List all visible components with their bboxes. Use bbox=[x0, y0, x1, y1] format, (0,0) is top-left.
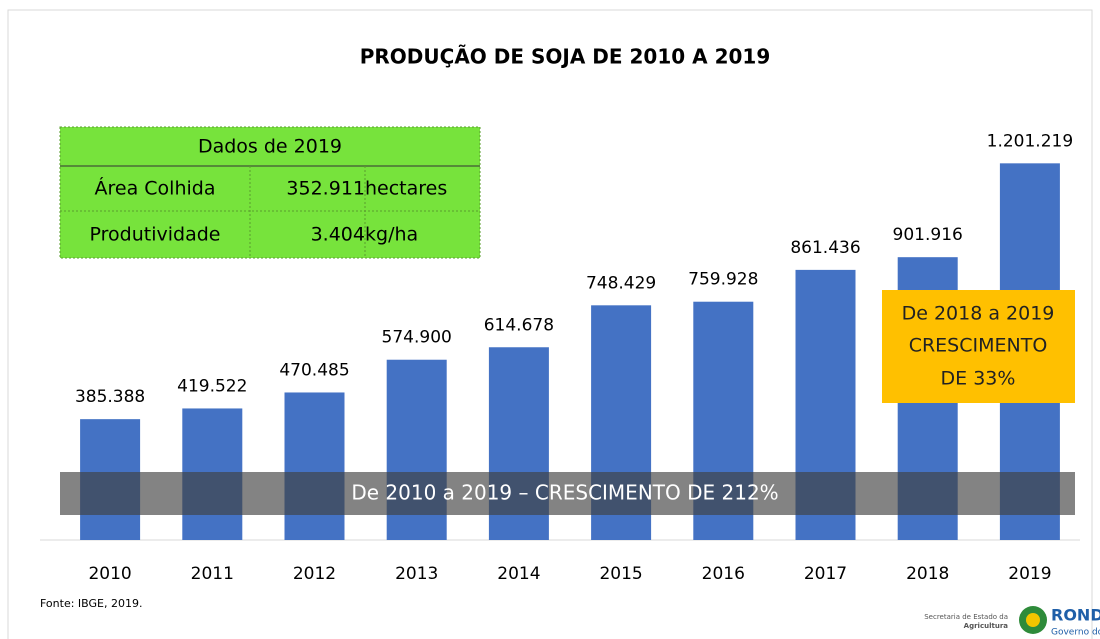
growth-band bbox=[60, 472, 1075, 515]
growth-box bbox=[882, 290, 1075, 403]
value-label: 748.429 bbox=[586, 273, 656, 293]
value-label: 1.201.219 bbox=[987, 131, 1074, 151]
table-cell: 352.911 bbox=[286, 178, 365, 200]
value-label: 759.928 bbox=[688, 270, 758, 290]
value-label: 419.522 bbox=[177, 376, 247, 396]
table-cell: kg/ha bbox=[365, 224, 418, 246]
x-tick-label: 2011 bbox=[191, 564, 234, 584]
x-tick-label: 2018 bbox=[906, 564, 949, 584]
growth-box-text: CRESCIMENTO bbox=[909, 335, 1048, 357]
growth-box-text: De 2018 a 2019 bbox=[902, 303, 1055, 325]
table-header: Dados de 2019 bbox=[198, 136, 342, 158]
logo: Secretaria de Estado da Agricultura ROND… bbox=[924, 606, 1100, 638]
bar bbox=[284, 392, 345, 540]
chart-title: PRODUÇÃO DE SOJA DE 2010 A 2019 bbox=[360, 45, 771, 69]
table-cell: Área Colhida bbox=[95, 177, 216, 200]
value-label: 861.436 bbox=[790, 238, 860, 258]
x-tick-label: 2014 bbox=[497, 564, 540, 584]
logo-agency: Secretaria de Estado da bbox=[924, 613, 1008, 621]
value-label: 574.900 bbox=[382, 328, 452, 348]
logo-state: RONDÔ bbox=[1051, 606, 1100, 625]
growth-band-text: De 2010 a 2019 – CRESCIMENTO DE 212% bbox=[351, 481, 778, 505]
info-table: Dados de 2019 Área Colhida 352.911 hecta… bbox=[59, 126, 481, 259]
x-tick-label: 2015 bbox=[599, 564, 642, 584]
x-tick-label: 2019 bbox=[1008, 564, 1051, 584]
x-tick-label: 2010 bbox=[88, 564, 131, 584]
table-cell: 3.404 bbox=[311, 224, 365, 246]
value-label: 470.485 bbox=[279, 360, 349, 380]
x-tick-label: 2016 bbox=[702, 564, 745, 584]
growth-box-text: DE 33% bbox=[941, 368, 1016, 390]
table-cell: Produtividade bbox=[90, 224, 221, 246]
logo-agency: Agricultura bbox=[964, 622, 1009, 630]
x-tick-label: 2017 bbox=[804, 564, 847, 584]
logo-government: Governo do E bbox=[1051, 628, 1100, 638]
table-cell: hectares bbox=[365, 178, 447, 200]
logo-emblem bbox=[1026, 613, 1040, 627]
value-label: 614.678 bbox=[484, 315, 554, 335]
value-label: 385.388 bbox=[75, 387, 145, 407]
table-bg bbox=[59, 126, 481, 259]
x-tick-label: 2013 bbox=[395, 564, 438, 584]
x-tick-label: 2012 bbox=[293, 564, 336, 584]
value-label: 901.916 bbox=[893, 225, 963, 245]
source: Fonte: IBGE, 2019. bbox=[40, 597, 142, 610]
